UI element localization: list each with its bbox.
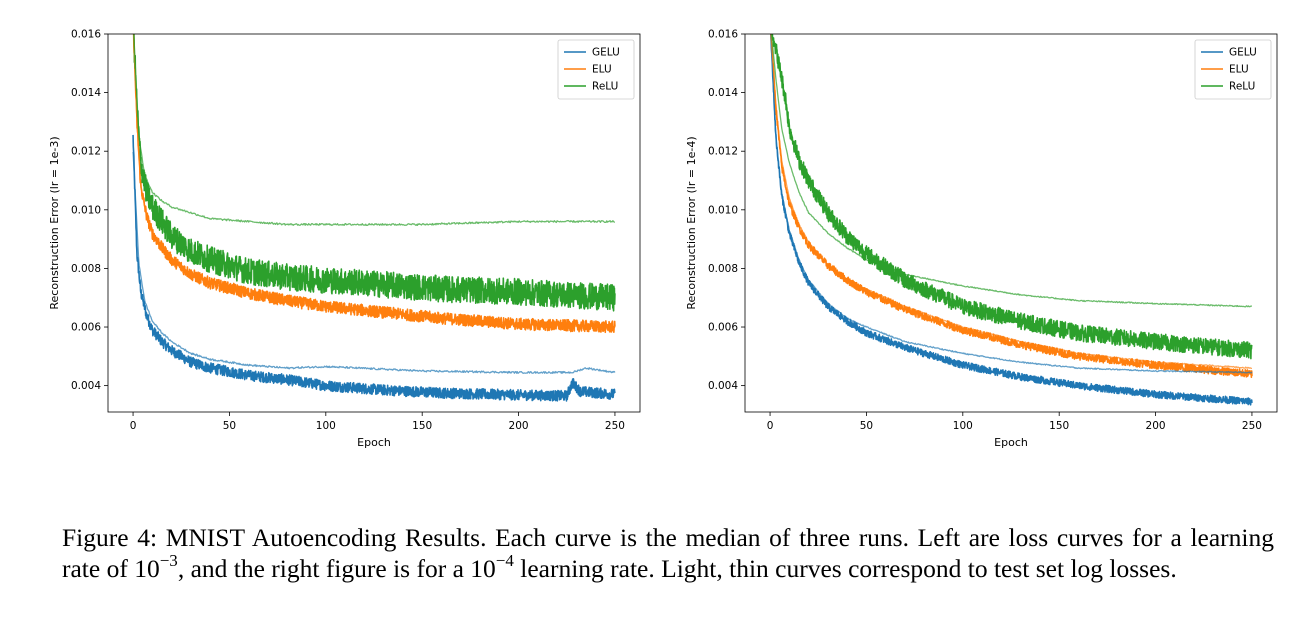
- y-tick-label: 0.004: [708, 380, 738, 392]
- caption-text-2: , and the right figure is for a 10: [177, 554, 496, 583]
- x-tick-label: 100: [316, 420, 336, 432]
- plot-area: [132, 34, 616, 402]
- legend: GELU ELU ReLU: [557, 39, 635, 100]
- x-tick-label: 250: [1242, 420, 1262, 432]
- y-tick-label: 0.010: [71, 204, 101, 216]
- legend-label-elu: ELU: [592, 64, 612, 76]
- x-tick-label: 150: [412, 420, 432, 432]
- y-tick-label: 0.014: [71, 87, 101, 99]
- x-tick-label: 200: [509, 420, 529, 432]
- caption-exponent-2: −4: [495, 550, 514, 570]
- caption-text-1: Figure 4: MNIST Autoencoding Results. Ea…: [62, 523, 1274, 583]
- x-axis-label: Epoch: [994, 436, 1028, 449]
- legend-box: [1194, 39, 1272, 100]
- x-tick-label: 50: [223, 420, 236, 432]
- legend: GELU ELU ReLU: [1194, 39, 1272, 100]
- series-line-relu-train: [771, 34, 1253, 360]
- y-axis-label: Reconstruction Error (lr = 1e-4): [685, 136, 698, 309]
- figure-panel: 0 50 100 150 200 250 0.004 0.006 0.008 0.010 0.012…: [48, 29, 1278, 449]
- legend-label-relu: ReLU: [1229, 81, 1255, 93]
- legend-label-relu: ReLU: [592, 81, 618, 93]
- series-line-gelu-test: [770, 34, 1253, 374]
- x-tick-label: 0: [130, 420, 137, 432]
- plot-frame: [744, 33, 1278, 413]
- y-tick-label: 0.008: [71, 263, 101, 275]
- series-line-relu-test: [133, 34, 615, 226]
- x-tick-label: 250: [605, 420, 625, 432]
- figure-caption: Figure 4: MNIST Autoencoding Results. Ea…: [62, 522, 1274, 584]
- chart-panel-1: 0 50 100 150 200 250 0.004 0.006 0.008 0.010 0.012…: [48, 29, 641, 449]
- y-tick-label: 0.012: [708, 146, 738, 158]
- caption-exponent-1: −3: [159, 550, 178, 570]
- y-axis-label: Reconstruction Error (lr = 1e-3): [48, 136, 61, 309]
- x-tick-label: 150: [1049, 420, 1069, 432]
- legend-label-gelu: GELU: [1229, 47, 1257, 59]
- legend-label-elu: ELU: [1229, 64, 1249, 76]
- plot-frame: [107, 33, 641, 413]
- series-line-relu-test: [770, 34, 1253, 308]
- legend-label-gelu: GELU: [592, 47, 620, 59]
- legend-box: [557, 39, 635, 100]
- series-line-gelu-test: [132, 151, 616, 374]
- y-tick-label: 0.010: [708, 204, 738, 216]
- series-line-gelu-train: [132, 134, 616, 402]
- y-tick-label: 0.006: [708, 322, 738, 334]
- x-tick-label: 100: [953, 420, 973, 432]
- y-tick-label: 0.006: [71, 322, 101, 334]
- x-tick-label: 200: [1146, 420, 1166, 432]
- y-tick-label: 0.014: [708, 87, 738, 99]
- plot-area: [770, 34, 1253, 406]
- series-line-elu-train: [132, 34, 616, 334]
- x-tick-label: 50: [860, 420, 873, 432]
- caption-text-3: learning rate. Light, thin curves corres…: [513, 554, 1177, 583]
- y-tick-label: 0.012: [71, 146, 101, 158]
- series-line-elu-test: [770, 34, 1252, 370]
- y-tick-label: 0.008: [708, 263, 738, 275]
- figure-svg: 0 50 100 150 200 250 0.004 0.006 0.008 0.010 0.012…: [48, 29, 1278, 449]
- chart-panel-2: 0 50 100 150 200 250 0.004 0.006 0.008 0.010 0.012…: [685, 29, 1278, 449]
- series-line-elu-train: [770, 34, 1253, 379]
- x-tick-label: 0: [767, 420, 774, 432]
- y-tick-label: 0.004: [71, 380, 101, 392]
- x-axis-label: Epoch: [357, 436, 391, 449]
- y-tick-label: 0.016: [71, 29, 101, 41]
- series-line-elu-test: [132, 34, 616, 329]
- series-line-relu-train: [132, 34, 616, 312]
- y-tick-label: 0.016: [708, 29, 738, 41]
